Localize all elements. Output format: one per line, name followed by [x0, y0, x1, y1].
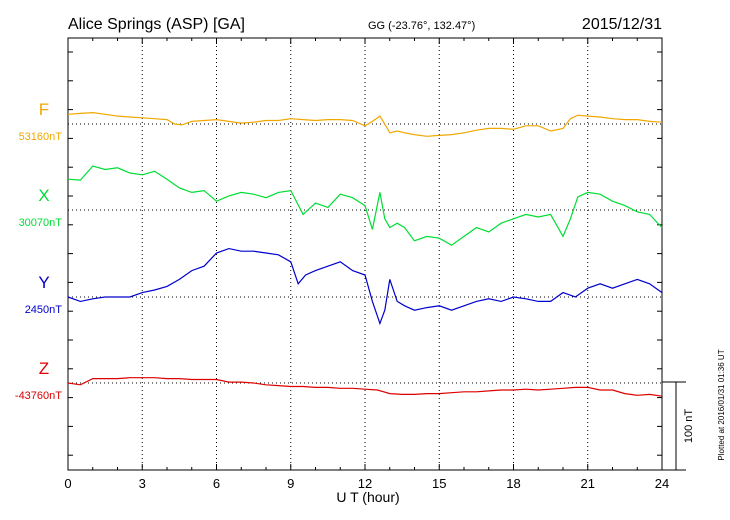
- series-name-f: F: [39, 100, 49, 119]
- x-tick-label: 6: [213, 476, 220, 491]
- scale-bar-label: 100 nT: [683, 409, 695, 444]
- x-tick-labels: 0 3 6 9 12 15 18 21 24: [64, 476, 669, 491]
- series-labels: F 53160nT X 30070nT Y 2450nT Z -43760nT: [15, 100, 62, 402]
- scale-bar: 100 nT: [662, 381, 695, 471]
- x-tick-label: 24: [655, 476, 669, 491]
- x-tick-label: 12: [358, 476, 372, 491]
- x-tick-label: 21: [581, 476, 595, 491]
- series-name-x: X: [38, 186, 49, 205]
- series-line-f: [67, 111, 663, 137]
- series-baseline-y: 2450nT: [25, 304, 63, 316]
- x-tick-label: 15: [432, 476, 446, 491]
- plotted-timestamp: Plotted at 2016/01/31 01:36 UT: [717, 349, 726, 460]
- series-line-z: [67, 377, 663, 397]
- x-tick-label: 3: [139, 476, 146, 491]
- x-tick-label: 18: [506, 476, 520, 491]
- series-name-y: Y: [38, 273, 49, 292]
- x-axis-label: U T (hour): [336, 489, 399, 505]
- chart-date: 2015/12/31: [582, 16, 662, 33]
- series-baseline-f: 53160nT: [19, 131, 63, 143]
- station-coordinates: GG (-23.76°, 132.47°): [368, 20, 475, 32]
- x-tick-label: 9: [287, 476, 294, 491]
- x-tick-label: 0: [64, 476, 71, 491]
- axis-ticks: [67, 38, 663, 470]
- grid-lines: [68, 38, 662, 470]
- series-line-y: [67, 247, 663, 326]
- series-line-x: [67, 165, 663, 246]
- series-baseline-x: 30070nT: [19, 217, 63, 229]
- station-title: Alice Springs (ASP) [GA]: [68, 16, 245, 33]
- series-name-z: Z: [39, 359, 49, 378]
- series-baseline-z: -43760nT: [15, 390, 62, 402]
- series-lines: [67, 111, 663, 397]
